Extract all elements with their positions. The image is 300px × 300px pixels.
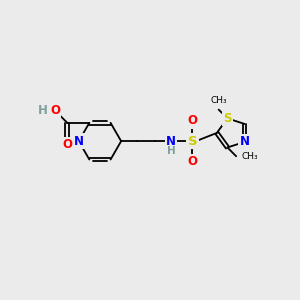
Text: N: N <box>74 135 84 148</box>
Text: O: O <box>50 104 60 117</box>
Text: CH₃: CH₃ <box>241 152 258 161</box>
Text: O: O <box>188 155 197 168</box>
Text: CH₃: CH₃ <box>210 96 227 105</box>
Text: O: O <box>62 138 72 152</box>
Text: N: N <box>239 135 250 148</box>
Text: O: O <box>188 114 197 127</box>
Text: H: H <box>38 104 47 117</box>
Text: S: S <box>223 112 232 125</box>
Text: H: H <box>167 146 176 156</box>
Text: N: N <box>166 135 176 148</box>
Text: S: S <box>188 135 197 148</box>
